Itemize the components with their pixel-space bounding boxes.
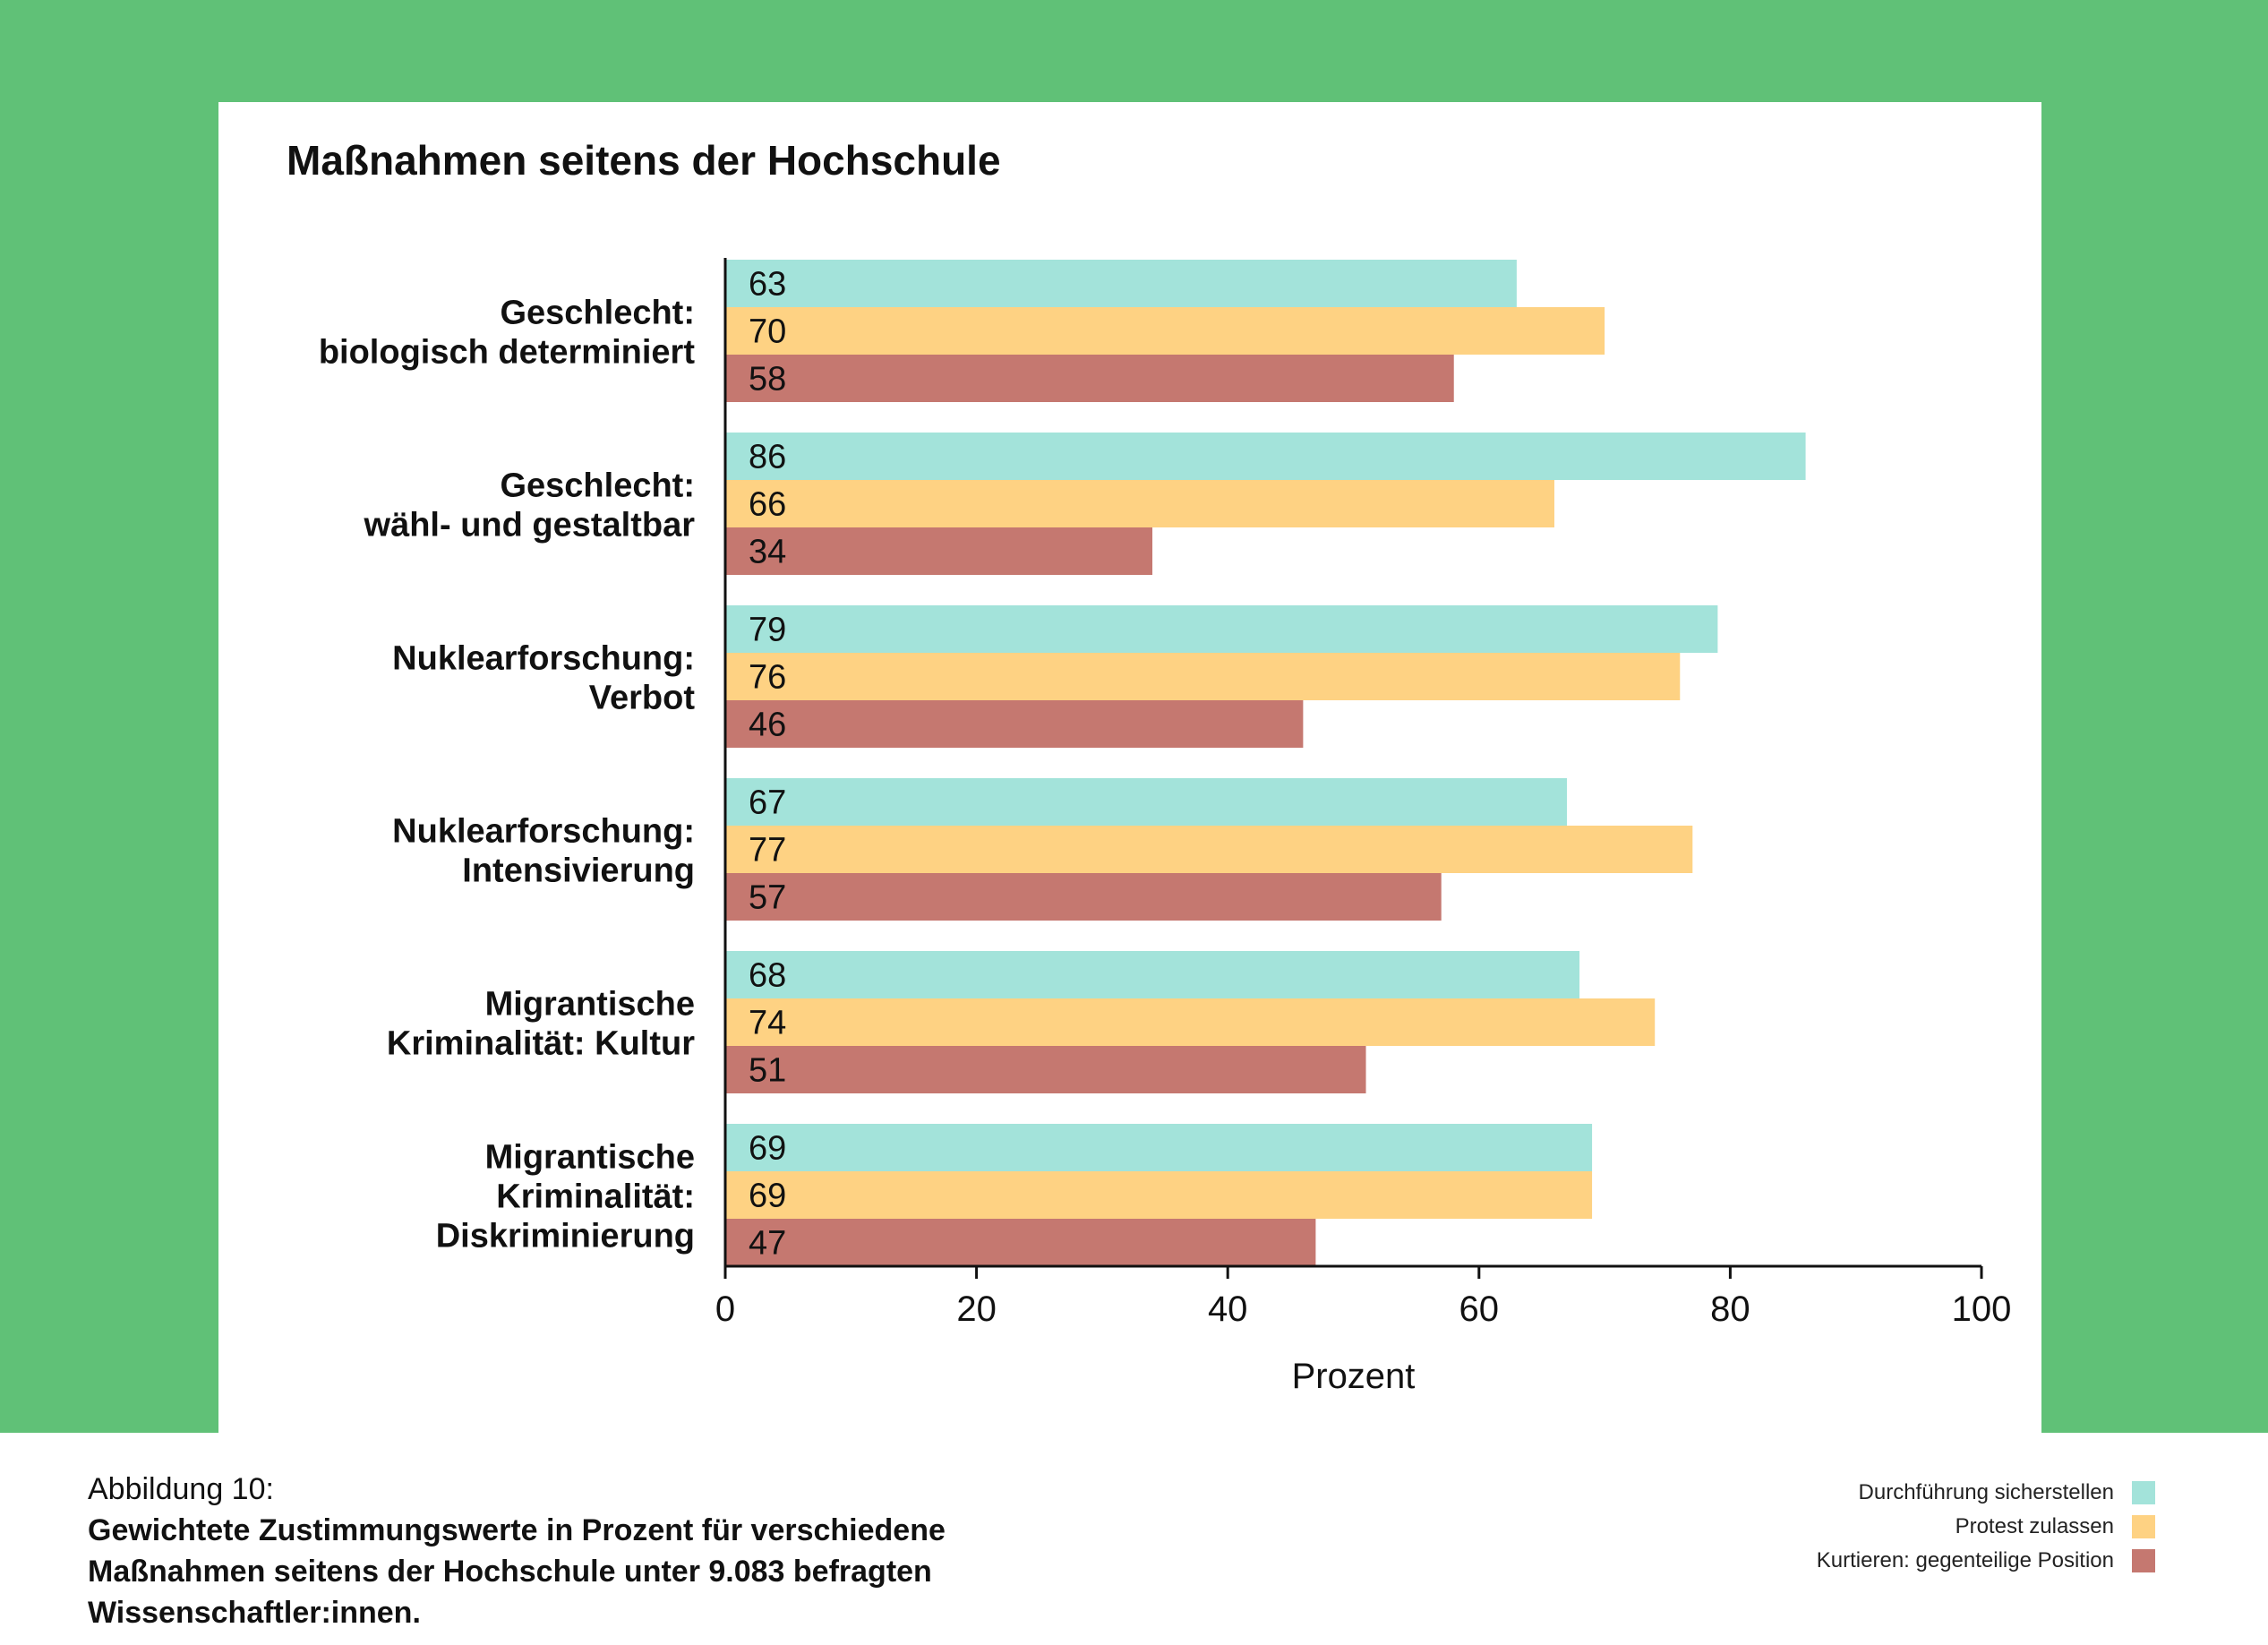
- bar: [725, 653, 1681, 700]
- bar: [725, 527, 1153, 575]
- bar: [725, 307, 1605, 355]
- chart-legend: Durchführung sicherstellen Protest zulas…: [1817, 1476, 2155, 1578]
- bar: [725, 1124, 1593, 1171]
- figure-caption: Abbildung 10: Gewichtete Zustimmungswert…: [88, 1469, 1126, 1633]
- caption-label: Abbildung 10:: [88, 1472, 274, 1506]
- bar-value-label: 58: [749, 361, 786, 398]
- bar-value-label: 46: [749, 707, 786, 744]
- bar: [725, 998, 1656, 1046]
- bar-value-label: 86: [749, 439, 786, 476]
- bar-value-label: 79: [749, 612, 786, 649]
- x-tick-label: 0: [715, 1289, 735, 1329]
- category-label: Intensivierung: [462, 852, 695, 890]
- bar-value-label: 57: [749, 879, 786, 917]
- bar: [725, 826, 1693, 873]
- bar: [725, 700, 1304, 748]
- bar: [725, 355, 1454, 402]
- category-label: Migrantische: [485, 1139, 695, 1177]
- category-label: Kriminalität: Kultur: [387, 1025, 695, 1063]
- bar-value-label: 77: [749, 832, 786, 870]
- category-label: wähl- und gestaltbar: [364, 507, 696, 544]
- bar-value-label: 63: [749, 266, 786, 304]
- bar-value-label: 70: [749, 313, 786, 351]
- category-label: Geschlecht:: [500, 295, 695, 332]
- category-label: Migrantische: [485, 986, 695, 1024]
- bar-value-label: 74: [749, 1005, 786, 1042]
- bar-value-label: 66: [749, 486, 786, 524]
- bar: [725, 1046, 1366, 1093]
- x-tick-label: 60: [1459, 1289, 1500, 1329]
- legend-label: Kurtieren: gegenteilige Position: [1816, 1548, 2114, 1572]
- legend-label: Protest zulassen: [1955, 1514, 2114, 1538]
- legend-item: Kurtieren: gegenteilige Position: [1817, 1544, 2155, 1578]
- bar-value-label: 51: [749, 1052, 786, 1090]
- x-tick-label: 20: [956, 1289, 997, 1329]
- bar: [725, 433, 1806, 480]
- bar: [725, 1219, 1316, 1266]
- bar-value-label: 67: [749, 784, 786, 822]
- bar: [725, 480, 1554, 527]
- category-label: Geschlecht:: [500, 467, 695, 505]
- category-label: Nuklearforschung:: [392, 640, 695, 678]
- category-label: Diskriminierung: [436, 1218, 695, 1255]
- bar: [725, 951, 1580, 998]
- bar-value-label: 69: [749, 1130, 786, 1168]
- bar: [725, 1171, 1593, 1219]
- category-label: Kriminalität:: [496, 1178, 695, 1216]
- caption-text: Gewichtete Zustimmungswerte in Prozent f…: [88, 1513, 946, 1630]
- legend-item: Protest zulassen: [1817, 1510, 2155, 1544]
- bar-value-label: 76: [749, 659, 786, 697]
- bar-value-label: 34: [749, 534, 786, 571]
- bar: [725, 778, 1568, 826]
- category-label: Verbot: [589, 680, 696, 717]
- legend-label: Durchführung sicherstellen: [1858, 1480, 2114, 1504]
- bar: [725, 873, 1442, 921]
- x-tick-label: 40: [1208, 1289, 1248, 1329]
- category-label: Nuklearforschung:: [392, 813, 695, 851]
- x-axis-label: Prozent: [1292, 1357, 1416, 1396]
- category-label: biologisch determiniert: [319, 334, 696, 372]
- chart-title: Maßnahmen seitens der Hochschule: [287, 137, 1001, 184]
- x-tick-label: 80: [1710, 1289, 1750, 1329]
- bar: [725, 260, 1517, 307]
- legend-item: Durchführung sicherstellen: [1817, 1476, 2155, 1510]
- legend-swatch: [2132, 1481, 2155, 1504]
- bar-value-label: 68: [749, 957, 786, 995]
- legend-swatch: [2132, 1549, 2155, 1572]
- bar: [725, 605, 1718, 653]
- x-tick-label: 100: [1952, 1289, 2012, 1329]
- legend-swatch: [2132, 1515, 2155, 1538]
- bar-value-label: 69: [749, 1178, 786, 1215]
- bar-value-label: 47: [749, 1225, 786, 1263]
